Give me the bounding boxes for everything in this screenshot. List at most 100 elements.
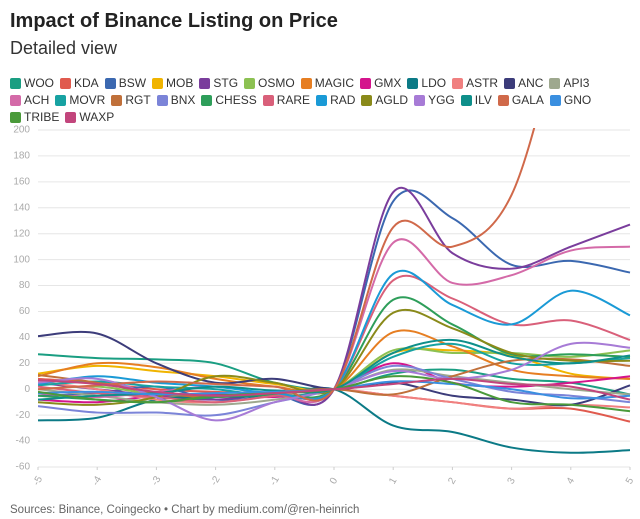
- legend-swatch: [10, 77, 21, 89]
- x-tick-label: -1: [268, 474, 282, 488]
- legend-label: KDA: [74, 76, 99, 90]
- legend-swatch: [549, 94, 561, 106]
- legend-label: TRIBE: [24, 110, 60, 124]
- legend-item: BNX: [156, 93, 196, 107]
- legend-item: RGT: [111, 93, 151, 107]
- legend-item: GALA: [497, 93, 544, 107]
- series-line: [38, 377, 631, 401]
- legend-swatch: [111, 94, 123, 106]
- chart-subtitle: Detailed view: [10, 38, 118, 58]
- legend-label: ILV: [474, 93, 492, 107]
- source-note: Sources: Binance, Coingecko • Chart by m…: [10, 504, 360, 516]
- legend-label: BSW: [118, 76, 147, 90]
- legend-swatch: [156, 94, 168, 106]
- legend-label: GNO: [563, 93, 592, 107]
- y-tick-label: 120: [13, 228, 30, 239]
- y-tick-label: -20: [16, 410, 31, 421]
- legend-swatch: [549, 77, 561, 89]
- legend-label: RAD: [330, 93, 356, 107]
- series-line: [38, 308, 631, 406]
- y-tick-label: 40: [19, 332, 31, 343]
- legend-swatch: [55, 94, 67, 106]
- legend-swatch: [504, 77, 516, 89]
- legend-label: WAXP: [79, 110, 115, 124]
- x-tick-label: 5: [624, 476, 637, 487]
- x-tick-label: -5: [31, 474, 45, 488]
- legend-swatch: [262, 94, 274, 106]
- legend-item: GNO: [549, 93, 592, 107]
- legend-item: MOB: [152, 76, 193, 90]
- legend-swatch: [414, 94, 426, 106]
- y-tick-label: 60: [19, 306, 31, 317]
- legend-item: BSW: [104, 76, 147, 90]
- x-tick-label: -4: [90, 474, 104, 488]
- legend-swatch: [199, 77, 211, 89]
- legend-item: KDA: [60, 76, 99, 90]
- legend-swatch: [10, 94, 21, 106]
- x-tick-label: 1: [387, 476, 400, 487]
- legend-item: LDO: [407, 76, 446, 90]
- legend-item: TRIBE: [10, 110, 59, 124]
- y-tick-label: 0: [24, 384, 30, 395]
- legend-item: AGLD: [361, 93, 408, 107]
- legend-item: RAD: [316, 93, 355, 107]
- y-tick-label: 100: [13, 254, 30, 265]
- legend-swatch: [10, 111, 21, 123]
- legend-swatch: [460, 94, 472, 106]
- legend-label: GMX: [374, 76, 402, 90]
- legend-swatch: [244, 77, 256, 89]
- chart-title: Impact of Binance Listing on Price: [10, 10, 338, 32]
- legend-item: WAXP: [65, 110, 114, 124]
- legend: WOO KDA BSW MOB STG OSMO MAGIC GMX LDO ASTR ANC API…: [10, 76, 635, 124]
- legend-swatch: [360, 77, 372, 89]
- legend-item: WOO: [10, 76, 54, 90]
- legend-swatch: [104, 77, 116, 89]
- legend-label: ACH: [24, 93, 50, 107]
- x-tick-label: 0: [328, 476, 341, 487]
- series-line: [38, 186, 631, 406]
- legend-item: MOVR: [55, 93, 105, 107]
- series-line: [38, 128, 536, 402]
- legend-label: BNX: [170, 93, 196, 107]
- series-line: [38, 189, 631, 407]
- y-tick-label: -40: [16, 436, 31, 447]
- legend-label: AGLD: [375, 93, 409, 107]
- legend-swatch: [407, 77, 419, 89]
- y-tick-label: 20: [19, 358, 31, 369]
- legend-label: RARE: [276, 93, 311, 107]
- legend-label: WOO: [24, 76, 54, 90]
- legend-label: API3: [563, 76, 590, 90]
- legend-swatch: [361, 94, 373, 106]
- legend-swatch: [300, 77, 312, 89]
- x-tick-label: 4: [565, 476, 578, 487]
- legend-item: GMX: [360, 76, 401, 90]
- x-tick-label: -2: [209, 474, 223, 488]
- y-tick-label: 80: [19, 280, 31, 291]
- legend-label: MOB: [166, 76, 194, 90]
- y-tick-label: 140: [13, 202, 30, 213]
- legend-item: RARE: [262, 93, 311, 107]
- legend-label: MOVR: [69, 93, 106, 107]
- legend-label: STG: [213, 76, 239, 90]
- legend-swatch: [497, 94, 509, 106]
- legend-swatch: [60, 77, 71, 89]
- legend-item: API3: [549, 76, 589, 90]
- legend-swatch: [316, 94, 328, 106]
- series-line: [38, 386, 631, 454]
- legend-swatch: [201, 94, 213, 106]
- legend-item: ILV: [460, 93, 492, 107]
- legend-label: GALA: [511, 93, 544, 107]
- legend-label: MAGIC: [314, 76, 355, 90]
- x-tick-label: 3: [506, 476, 519, 487]
- legend-item: YGG: [414, 93, 455, 107]
- legend-swatch: [452, 77, 464, 89]
- legend-item: CHESS: [201, 93, 257, 107]
- x-tick-label: 2: [446, 476, 459, 487]
- legend-item: ASTR: [452, 76, 498, 90]
- legend-label: LDO: [421, 76, 447, 90]
- legend-swatch: [152, 77, 164, 89]
- y-tick-label: 180: [13, 151, 30, 162]
- legend-item: ANC: [504, 76, 543, 90]
